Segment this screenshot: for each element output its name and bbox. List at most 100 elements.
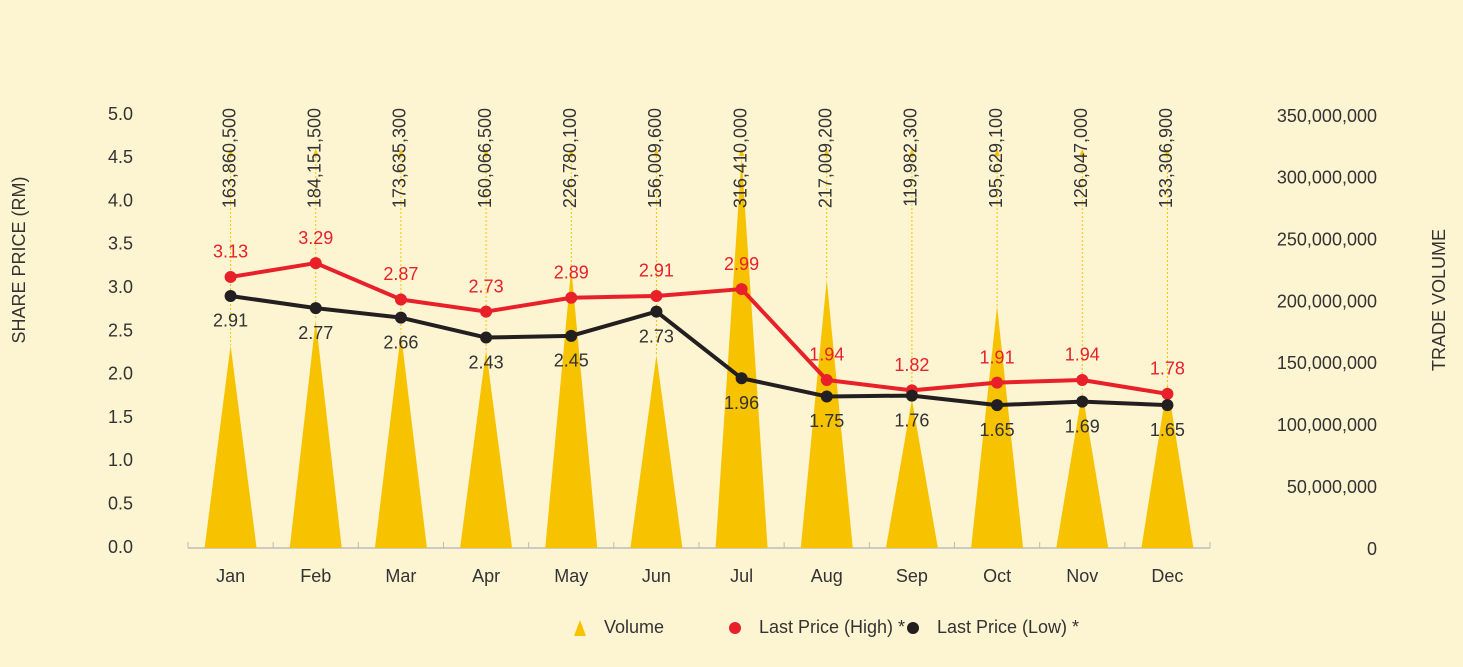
volume-label: 184,151,500 xyxy=(305,108,325,208)
legend-label: Volume xyxy=(604,617,664,637)
y2-tick-label: 200,000,000 xyxy=(1277,291,1377,311)
volume-label: 119,982,300 xyxy=(901,108,921,207)
y-tick-label: 2.5 xyxy=(108,320,133,340)
volume-triangle xyxy=(715,156,768,548)
y-tick-label: 4.0 xyxy=(108,190,133,210)
y-tick-label: 0.0 xyxy=(108,537,133,557)
legend-label: Last Price (High) * xyxy=(759,617,905,637)
price-point xyxy=(224,289,237,302)
x-tick-label: Aug xyxy=(811,566,843,586)
price-point xyxy=(480,331,493,344)
price-point xyxy=(224,270,237,283)
y-tick-label: 5.0 xyxy=(108,104,133,124)
price-point xyxy=(650,289,663,302)
y2-tick-label: 100,000,000 xyxy=(1277,415,1377,435)
price-label: 3.13 xyxy=(213,242,248,262)
volume-label: 126,047,000 xyxy=(1071,108,1091,208)
y2-axis-title: TRADE VOLUME xyxy=(1429,229,1449,371)
y2-tick-label: 0 xyxy=(1367,539,1377,559)
volume-triangle xyxy=(885,399,938,548)
y2-tick-label: 350,000,000 xyxy=(1277,106,1377,126)
price-point xyxy=(735,372,748,385)
volume-label: 160,066,500 xyxy=(475,108,495,208)
x-tick-label: Apr xyxy=(472,566,500,586)
price-label: 2.73 xyxy=(469,276,504,296)
volume-label: 226,780,100 xyxy=(560,108,580,208)
price-point xyxy=(991,399,1004,412)
price-point xyxy=(309,302,322,315)
legend-label: Last Price (Low) * xyxy=(937,617,1079,637)
price-label: 2.87 xyxy=(383,264,418,284)
x-tick-label: Oct xyxy=(983,566,1011,586)
price-label: 2.43 xyxy=(469,352,504,372)
legend-swatch xyxy=(907,622,919,634)
volume-triangle xyxy=(545,267,598,548)
leader-arrow xyxy=(738,149,745,156)
volume-triangle xyxy=(1056,392,1109,548)
y-tick-label: 4.5 xyxy=(108,147,133,167)
x-tick-label: Dec xyxy=(1151,566,1183,586)
volume-label: 217,009,200 xyxy=(816,108,836,208)
price-line xyxy=(230,261,1168,396)
leader-arrow xyxy=(908,149,915,156)
price-point xyxy=(394,311,407,324)
price-label: 2.73 xyxy=(639,326,674,346)
volume-label: 195,629,100 xyxy=(986,108,1006,208)
volume-triangle xyxy=(460,349,513,548)
price-point xyxy=(565,329,578,342)
volume-label: 163,860,500 xyxy=(219,108,239,208)
price-label: 2.91 xyxy=(639,261,674,281)
volume-triangle xyxy=(800,279,853,548)
leader-arrow xyxy=(227,149,234,156)
price-label: 1.69 xyxy=(1065,416,1100,436)
x-tick-label: Sep xyxy=(896,566,928,586)
price-label: 2.77 xyxy=(298,323,333,343)
price-point xyxy=(820,373,833,386)
y2-tick-label: 300,000,000 xyxy=(1277,168,1377,188)
price-point xyxy=(1161,387,1174,400)
y-axis-title: SHARE PRICE (RM) xyxy=(9,176,29,343)
leader-arrow xyxy=(483,149,490,156)
y-tick-label: 3.0 xyxy=(108,277,133,297)
leader-arrow xyxy=(653,149,660,156)
volume-triangle xyxy=(204,345,257,548)
x-tick-label: Mar xyxy=(385,566,416,586)
price-label: 1.75 xyxy=(809,411,844,431)
x-tick-label: Feb xyxy=(300,566,331,586)
price-label: 2.91 xyxy=(213,311,248,331)
leader-arrow xyxy=(568,149,575,156)
volume-triangle xyxy=(374,333,427,548)
price-line xyxy=(230,294,1168,408)
price-label: 1.76 xyxy=(894,410,929,430)
price-label: 1.82 xyxy=(894,355,929,375)
volume-label: 133,306,900 xyxy=(1156,108,1176,208)
legend-swatch xyxy=(729,622,741,634)
volume-triangle xyxy=(971,305,1024,548)
y-tick-label: 3.5 xyxy=(108,234,133,254)
price-label: 2.66 xyxy=(383,332,418,352)
price-point xyxy=(1076,395,1089,408)
volume-label: 316,410,000 xyxy=(730,108,750,208)
price-point xyxy=(820,390,833,403)
price-point xyxy=(480,305,493,318)
x-tick-label: Jul xyxy=(730,566,753,586)
price-point xyxy=(309,257,322,270)
price-label: 1.94 xyxy=(809,345,844,365)
y-tick-label: 1.0 xyxy=(108,450,133,470)
price-point xyxy=(565,291,578,304)
price-label: 2.89 xyxy=(554,262,589,282)
price-label: 1.96 xyxy=(724,393,759,413)
price-label: 1.65 xyxy=(980,420,1015,440)
price-point xyxy=(735,283,748,296)
price-label: 1.78 xyxy=(1150,359,1185,379)
volume-triangle xyxy=(630,354,683,548)
leader-arrow xyxy=(994,149,1001,156)
price-label: 2.99 xyxy=(724,254,759,274)
volume-triangle xyxy=(289,320,342,548)
x-tick-label: Jan xyxy=(216,566,245,586)
x-tick-label: Jun xyxy=(642,566,671,586)
price-point xyxy=(905,389,918,402)
price-point xyxy=(650,305,663,318)
y-tick-label: 0.5 xyxy=(108,493,133,513)
